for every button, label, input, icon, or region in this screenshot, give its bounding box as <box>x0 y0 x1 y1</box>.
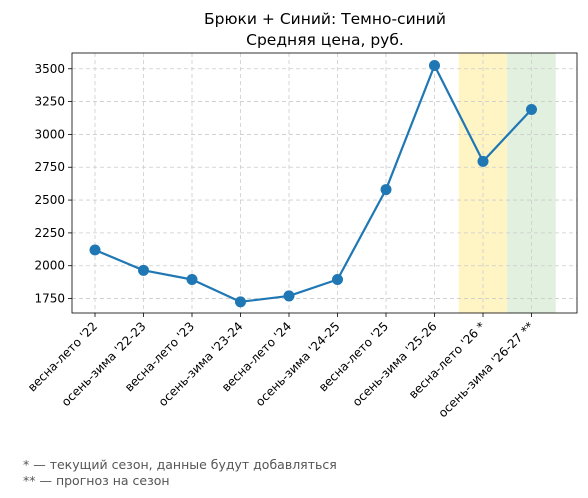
y-tick-label: 3500 <box>34 62 65 76</box>
data-point <box>332 274 343 286</box>
y-tick-label: 2250 <box>34 226 65 240</box>
series-line <box>94 64 533 303</box>
y-tick-label: 3000 <box>34 127 65 141</box>
data-point <box>283 290 295 302</box>
data-point <box>380 184 392 196</box>
x-tick-label: осень-зима '23-24 <box>156 319 246 409</box>
data-point <box>186 274 198 286</box>
x-tick-label: осень-зима '26-27 ** <box>436 319 537 420</box>
y-tick-label: 2000 <box>34 259 65 273</box>
footnote-forecast: ** — прогноз на сезон <box>23 473 170 488</box>
chart-title-line2: Средняя цена, руб. <box>246 31 404 49</box>
chart-title-line1: Брюки + Синий: Темно-синий <box>204 10 446 28</box>
y-tick-label: 2750 <box>34 160 65 174</box>
data-point <box>526 103 537 115</box>
data-point <box>235 296 246 308</box>
data-point <box>429 59 440 71</box>
data-point <box>89 244 101 256</box>
x-tick-label: осень-зима '24-25 <box>253 319 343 409</box>
y-tick-label: 3250 <box>34 95 65 109</box>
footnote-current: * — текущий сезон, данные будут добавлят… <box>23 457 337 472</box>
data-point <box>477 155 489 167</box>
x-tick-label: осень-зима '22-23 <box>59 319 149 409</box>
plot-frame <box>71 52 578 314</box>
y-tick-label: 2500 <box>34 193 65 207</box>
x-tick-label: осень-зима '25-26 <box>350 319 440 409</box>
y-tick-label: 1750 <box>34 292 65 306</box>
data-point <box>138 264 149 276</box>
